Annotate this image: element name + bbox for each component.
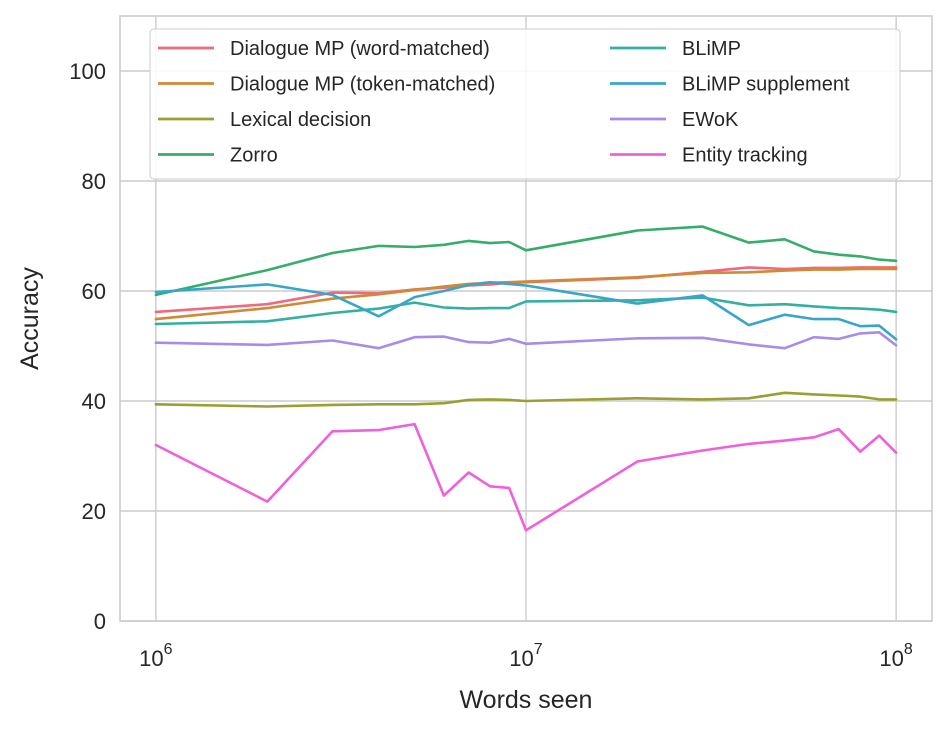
- series-line-ewok: [154, 331, 898, 350]
- y-tick-label: 60: [82, 279, 106, 304]
- series-line-lexical-decision: [154, 391, 898, 408]
- x-tick-labels: 106 107 108: [139, 641, 913, 671]
- plot-frame: [119, 15, 933, 622]
- y-tick-labels: 0 20 40 60 80 100: [69, 59, 106, 634]
- legend-label: EWoK: [682, 109, 739, 131]
- legend-label: Entity tracking: [682, 145, 808, 167]
- y-tick-label: 0: [94, 609, 106, 634]
- y-tick-label: 20: [82, 499, 106, 524]
- series-lines: [154, 225, 898, 532]
- legend-label: Dialogue MP (token-matched): [230, 74, 495, 96]
- series-line-zorro: [154, 225, 898, 297]
- legend-label: BLiMP: [682, 38, 741, 60]
- y-tick-label: 80: [82, 169, 106, 194]
- x-tick-base: 10: [879, 646, 903, 671]
- x-tick-exponent: 6: [164, 641, 173, 658]
- x-tick-label: 108: [879, 641, 912, 671]
- legend-box: [149, 28, 901, 180]
- y-tick-label: 100: [69, 59, 106, 84]
- series-line-blimp-supplement: [154, 280, 898, 341]
- x-tick-exponent: 7: [534, 641, 543, 658]
- y-tick-label: 40: [82, 389, 106, 414]
- x-tick-label: 107: [509, 641, 542, 671]
- x-tick-label: 106: [139, 641, 172, 671]
- y-axis-label: Accuracy: [16, 267, 44, 370]
- series-line-dialogue-mp-token-matched: [154, 267, 898, 321]
- x-tick-base: 10: [509, 646, 533, 671]
- x-tick-exponent: 8: [904, 641, 913, 658]
- x-tick-base: 10: [139, 646, 163, 671]
- x-axis-label: Words seen: [460, 686, 593, 714]
- legend-label: Lexical decision: [230, 109, 371, 131]
- series-line-entity-tracking: [154, 422, 898, 532]
- legend: Dialogue MP (word-matched) Dialogue MP (t…: [149, 28, 901, 180]
- legend-label: BLiMP supplement: [682, 74, 850, 96]
- legend-label: Dialogue MP (word-matched): [230, 38, 490, 60]
- series-line-blimp: [154, 296, 898, 326]
- legend-label: Zorro: [230, 145, 278, 167]
